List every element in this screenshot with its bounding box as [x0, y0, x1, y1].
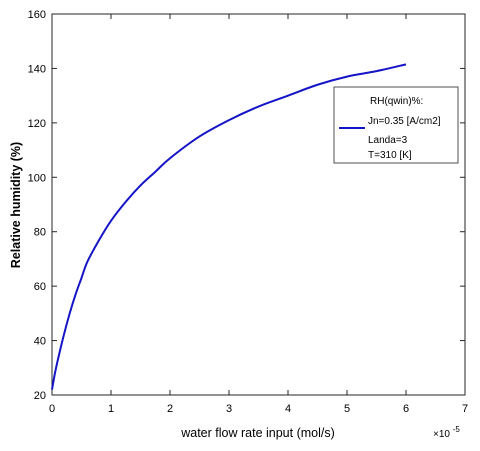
y-tick-label: 100	[28, 172, 46, 184]
plot-area	[51, 13, 466, 396]
y-tick-label: 120	[28, 118, 46, 130]
legend-box	[333, 86, 459, 164]
series-line	[51, 63, 407, 390]
y-tick-label: 80	[34, 227, 46, 239]
x-tick-label: 0	[49, 403, 55, 415]
legend-line-1: RH(qwin)%:	[370, 96, 423, 107]
y-tick-label: 140	[28, 63, 46, 75]
x-axis-exponent: ×10 -5	[433, 425, 460, 440]
x-axis-exponent-power: -5	[453, 425, 461, 434]
x-tick-label: 3	[226, 403, 232, 415]
legend-line-4: T=310 [K]	[368, 150, 412, 161]
y-axis-label: Relative humidity (%)	[9, 142, 23, 268]
y-axis-ticks: 20 40 60 80 100 120 140 160	[28, 9, 465, 402]
x-axis-exponent-base: ×10	[433, 429, 450, 440]
x-axis-label: water flow rate input (mol/s)	[180, 426, 335, 440]
x-tick-label: 6	[403, 403, 409, 415]
series-layer	[51, 63, 407, 390]
y-tick-label: 160	[28, 9, 46, 21]
y-tick-label: 20	[34, 390, 46, 402]
x-tick-label: 4	[285, 403, 291, 415]
legend-line-2: Jn=0.35 [A/cm2]	[368, 116, 441, 127]
x-tick-label: 1	[108, 403, 114, 415]
legend-line-3: Landa=3	[368, 135, 408, 146]
legend: RH(qwin)%: Jn=0.35 [A/cm2] Landa=3 T=310…	[333, 86, 459, 164]
x-axis-ticks: 0 1 2 3 4 5 6 7	[49, 14, 468, 415]
y-tick-label: 40	[34, 336, 46, 348]
y-tick-label: 60	[34, 281, 46, 293]
x-tick-label: 2	[167, 403, 173, 415]
x-tick-label: 7	[462, 403, 468, 415]
x-tick-label: 5	[344, 403, 350, 415]
